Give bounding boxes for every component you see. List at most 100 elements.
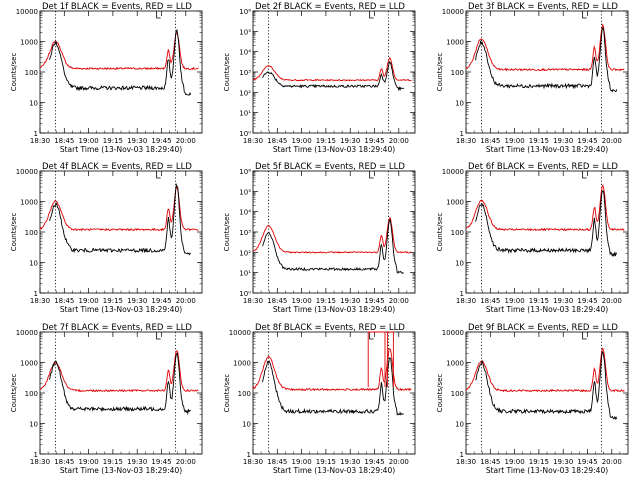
x-tick-label: 19:00 (292, 137, 312, 145)
y-axis-label: Counts/sec (436, 53, 444, 92)
y-tick-label: 100 (451, 390, 464, 398)
y-tick-label: 10000 (442, 329, 464, 337)
y-tick-label: 1000 (20, 199, 38, 207)
y-tick-label: 1000 (446, 199, 464, 207)
y-tick-label: 10¹ (239, 270, 251, 278)
panel-title: Det 2f BLACK = Events, RED = LLD (255, 2, 405, 12)
events-series-line (262, 357, 404, 416)
chart-panel-1: Det 1f BLACK = Events, RED = LLD 1 10 100 10… (10, 2, 203, 154)
events-series-line (475, 190, 618, 257)
y-tick-label: 10¹ (239, 110, 251, 118)
y-tick-label: 1000 (20, 39, 38, 47)
x-tick-label: 18:30 (456, 297, 476, 305)
y-tick-label: 10⁶ (239, 8, 251, 16)
x-tick-label: 18:45 (480, 297, 500, 305)
y-tick-label: 100 (25, 390, 38, 398)
x-tick-label: 19:30 (340, 137, 360, 145)
x-axis-label: Start Time (13-Nov-03 18:29:40) (273, 145, 395, 154)
chart-panel-6: Det 6f BLACK = Events, RED = LLD 1 10 100 10… (436, 162, 629, 314)
events-series-line (262, 60, 405, 92)
chart-panel-7: Det 7f BLACK = Events, RED = LLD 1 10 100 10… (10, 323, 203, 475)
y-axis-label: Counts/sec (10, 53, 18, 92)
y-tick-label: 10⁵ (239, 28, 251, 36)
x-tick-label: 19:30 (127, 137, 147, 145)
x-tick-label: 19:45 (577, 458, 597, 466)
y-tick-label: 10⁴ (239, 49, 251, 57)
y-tick-label: 100 (451, 69, 464, 77)
x-axis-label: Start Time (13-Nov-03 18:29:40) (60, 145, 182, 154)
x-tick-label: 18:45 (267, 458, 287, 466)
x-tick-label: 19:15 (103, 297, 123, 305)
lld-series-line (39, 185, 199, 232)
y-axis-label: Counts/sec (223, 53, 231, 92)
lld-series-line (465, 184, 625, 232)
y-axis-label: Counts/sec (436, 374, 444, 413)
x-tick-label: 18:30 (456, 137, 476, 145)
y-tick-label: 1 (460, 130, 464, 138)
x-tick-label: 18:30 (243, 297, 263, 305)
x-axis-label: Start Time (13-Nov-03 18:29:40) (60, 305, 182, 314)
y-tick-label: 1 (34, 290, 38, 298)
x-tick-label: 20:00 (176, 458, 196, 466)
x-tick-label: 19:30 (127, 458, 147, 466)
y-tick-label: 10⁰ (239, 290, 251, 298)
y-tick-label: 10² (239, 249, 251, 257)
y-tick-label: 10⁶ (239, 168, 251, 176)
x-axis-label: Start Time (13-Nov-03 18:29:40) (273, 466, 395, 475)
y-tick-label: 1000 (20, 360, 38, 368)
lld-series-line (39, 350, 199, 393)
x-axis-label: Start Time (13-Nov-03 18:29:40) (273, 305, 395, 314)
legend-bracket (582, 171, 587, 179)
x-tick-label: 19:30 (340, 458, 360, 466)
y-tick-label: 100 (451, 229, 464, 237)
panel-title: Det 3f BLACK = Events, RED = LLD (468, 2, 618, 12)
y-tick-label: 1 (247, 451, 251, 459)
y-axis-label: Counts/sec (223, 374, 231, 413)
x-tick-label: 19:15 (316, 297, 336, 305)
x-tick-label: 19:45 (151, 137, 171, 145)
lld-series-line (252, 216, 412, 254)
x-tick-label: 19:45 (364, 137, 384, 145)
x-tick-label: 18:45 (54, 458, 74, 466)
lld-series-line (465, 347, 625, 393)
panel-title: Det 4f BLACK = Events, RED = LLD (42, 162, 192, 172)
y-tick-label: 10 (455, 421, 464, 429)
x-tick-label: 19:30 (127, 297, 147, 305)
x-tick-label: 18:45 (54, 297, 74, 305)
x-tick-label: 19:30 (553, 137, 573, 145)
y-tick-label: 10³ (239, 229, 251, 237)
legend-bracket (156, 11, 161, 19)
x-tick-label: 19:30 (553, 297, 573, 305)
y-tick-label: 10000 (16, 329, 38, 337)
x-axis-label: Start Time (13-Nov-03 18:29:40) (486, 305, 608, 314)
x-tick-label: 19:00 (79, 458, 99, 466)
y-axis-label: Counts/sec (223, 213, 231, 252)
legend-bracket (369, 11, 374, 19)
x-tick-label: 20:00 (389, 137, 409, 145)
x-tick-label: 20:00 (602, 297, 622, 305)
legend-bracket (582, 11, 587, 19)
legend-bracket (582, 332, 587, 340)
x-tick-label: 20:00 (602, 137, 622, 145)
legend-bracket (369, 332, 374, 340)
x-tick-label: 18:30 (243, 458, 263, 466)
x-tick-label: 20:00 (176, 137, 196, 145)
x-tick-label: 19:00 (79, 137, 99, 145)
y-axis-label: Counts/sec (10, 374, 18, 413)
y-tick-label: 10⁴ (239, 209, 251, 217)
x-axis-label: Start Time (13-Nov-03 18:29:40) (486, 466, 608, 475)
y-tick-label: 100 (25, 229, 38, 237)
y-tick-label: 10 (455, 260, 464, 268)
y-tick-label: 10 (29, 260, 38, 268)
events-series-line (49, 352, 191, 415)
x-tick-label: 19:45 (151, 297, 171, 305)
plot-frame (252, 10, 416, 134)
panel-title: Det 8f BLACK = Events, RED = LLD (255, 323, 405, 333)
y-tick-label: 1 (460, 290, 464, 298)
x-tick-label: 18:30 (456, 458, 476, 466)
x-tick-label: 19:15 (529, 458, 549, 466)
x-tick-label: 18:45 (267, 137, 287, 145)
y-axis-label: Counts/sec (10, 213, 18, 252)
panel-title: Det 6f BLACK = Events, RED = LLD (468, 162, 618, 172)
